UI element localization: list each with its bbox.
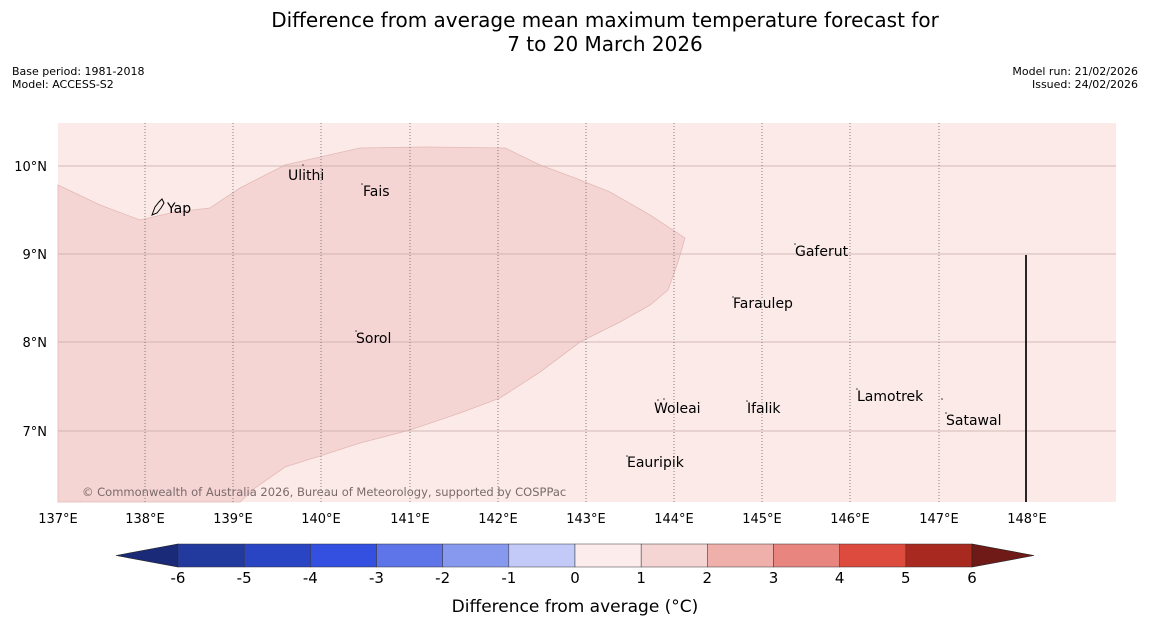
base-period: Base period: 1981-2018 — [12, 65, 145, 78]
colorbar-segment — [442, 543, 510, 568]
colorbar-segment — [574, 543, 642, 568]
lat-tick-label: 8°N — [23, 336, 48, 351]
colorbar-segment — [508, 543, 576, 568]
colorbar-label: Difference from average (°C) — [452, 597, 699, 617]
lat-tick-label: 9°N — [23, 248, 48, 263]
colorbar-segment — [177, 543, 245, 568]
colorbar-segment — [839, 543, 907, 568]
colorbar-segment — [707, 543, 774, 568]
lon-tick-label: 141°E — [390, 512, 430, 527]
colorbar-tick-label: 4 — [835, 569, 845, 587]
meta-left: Base period: 1981-2018 Model: ACCESS-S2 — [12, 65, 144, 91]
place-label-faraulep: Faraulep — [733, 296, 793, 312]
lon-tick-label: 143°E — [566, 512, 606, 527]
colorbar-segment — [310, 543, 377, 568]
colorbar-tick-label: -1 — [501, 569, 516, 587]
colorbar-tick-label: 0 — [570, 569, 580, 587]
place-label-yap: Yap — [166, 201, 191, 217]
colorbar-tick-label: 5 — [901, 569, 911, 587]
colorbar-tick-label: -2 — [435, 569, 450, 587]
colorbar-tick-label: 1 — [636, 569, 646, 587]
colorbar-tick-label: -4 — [303, 569, 318, 587]
colorbar-over-arrow — [971, 543, 1035, 568]
place-label-ifalik: Ifalik — [747, 401, 781, 417]
lon-tick-label: 138°E — [125, 512, 165, 527]
colorbar-tick-label: -3 — [369, 569, 384, 587]
model-name: Model: ACCESS-S2 — [12, 78, 114, 91]
title-line-2: 7 to 20 March 2026 — [507, 32, 703, 56]
colorbar-segment — [773, 543, 840, 568]
place-label-gaferut: Gaferut — [795, 244, 849, 260]
island-dots — [302, 164, 947, 457]
lon-tick-label: 144°E — [654, 512, 694, 527]
colorbar-under-arrow — [115, 543, 179, 568]
colorbar-tick-label: -5 — [237, 569, 252, 587]
colorbar-tick-label: 6 — [967, 569, 977, 587]
place-label-woleai: Woleai — [654, 401, 701, 417]
lat-tick-label: 7°N — [23, 425, 48, 440]
colorbar-segment — [243, 543, 311, 568]
model-run: Model run: 21/02/2026 — [1012, 65, 1138, 78]
copyright-notice: © Commonwealth of Australia 2026, Bureau… — [82, 485, 566, 499]
latitude-gridlines — [58, 165, 1116, 432]
lon-tick-label: 139°E — [213, 512, 253, 527]
meta-right: Model run: 21/02/2026 Issued: 24/02/2026 — [1012, 65, 1138, 91]
lat-tick-label: 10°N — [14, 160, 47, 175]
colorbar-segment — [905, 543, 973, 568]
lon-tick-label: 147°E — [919, 512, 959, 527]
lon-tick-label: 140°E — [301, 512, 341, 527]
place-label-sorol: Sorol — [356, 331, 391, 347]
colorbar — [115, 543, 1035, 568]
lon-tick-label: 137°E — [38, 512, 78, 527]
title-line-1: Difference from average mean maximum tem… — [271, 8, 939, 32]
colorbar-tick-label: 3 — [769, 569, 779, 587]
issued-date: Issued: 24/02/2026 — [1031, 78, 1138, 91]
longitude-gridlines — [144, 123, 940, 502]
lon-tick-label: 148°E — [1007, 512, 1047, 527]
colorbar-tick-label: 2 — [703, 569, 713, 587]
colorbar-segment — [376, 543, 443, 568]
lon-tick-label: 145°E — [742, 512, 782, 527]
place-label-lamotrek: Lamotrek — [857, 389, 924, 405]
anomaly-region-1-2 — [57, 146, 686, 503]
colorbar-tick-label: -6 — [171, 569, 186, 587]
yap-island-shape — [151, 198, 165, 216]
place-label-satawal: Satawal — [946, 413, 1001, 429]
colorbar-ticks: -6 -5 -4 -3 -2 -1 0 1 2 3 4 5 6 — [171, 569, 977, 587]
place-label-eauripik: Eauripik — [627, 455, 685, 471]
lon-tick-label: 146°E — [830, 512, 870, 527]
chart-title: Difference from average mean maximum tem… — [0, 8, 1150, 56]
place-label-fais: Fais — [363, 184, 390, 200]
place-label-ulithi: Ulithi — [288, 168, 324, 184]
colorbar-segment — [640, 543, 708, 568]
lon-tick-label: 142°E — [478, 512, 518, 527]
